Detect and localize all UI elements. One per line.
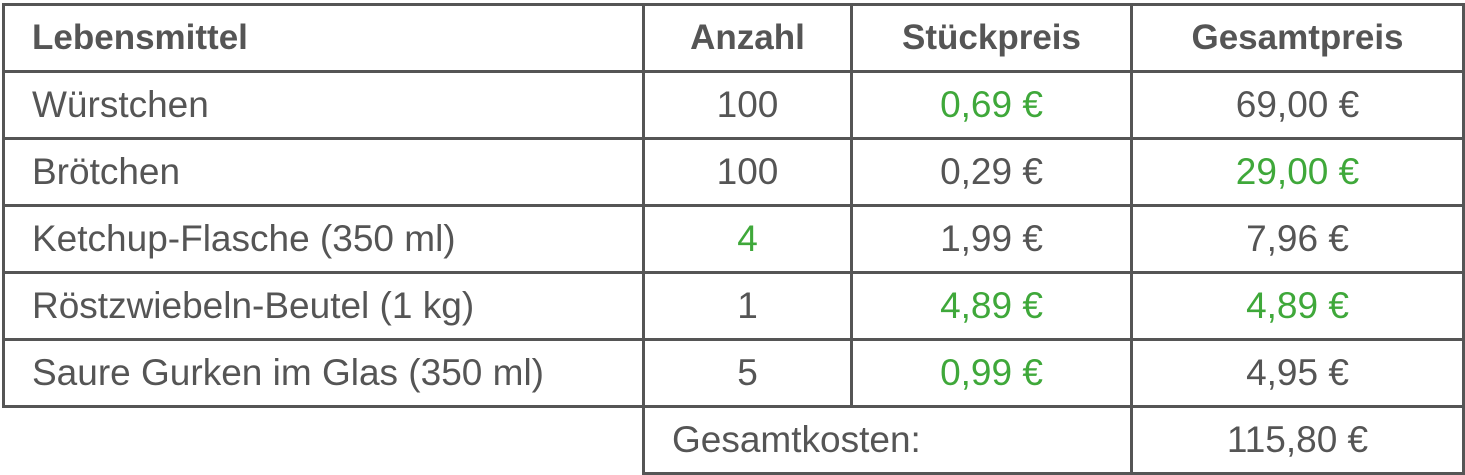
table-cell: 4,89 €	[850, 271, 1133, 341]
table-row: Röstzwiebeln-Beutel (1 kg) 1 4,89 €4,89 €	[2, 271, 1465, 341]
table-cell: 100	[642, 70, 853, 140]
header-cell: Gesamtpreis	[1130, 3, 1465, 73]
table-cell: Ketchup-Flasche (350 ml)	[2, 204, 645, 274]
table-cell: 5	[642, 338, 853, 408]
table-cell: 4,95 €	[1130, 338, 1465, 408]
table-cell: 100	[642, 137, 853, 207]
table-row: Brötchen 100 0,29 €29,00 €	[2, 137, 1465, 207]
price-table: Lebensmittel Anzahl Stückpreis Gesamtpreis …	[2, 3, 1465, 475]
header-cell: Lebensmittel	[2, 3, 645, 73]
table-row: Saure Gurken im Glas (350 ml) 5 0,99 €4,95…	[2, 338, 1465, 408]
table-cell: 4	[642, 204, 853, 274]
table-cell: 0,69 €	[850, 70, 1133, 140]
total-row: Gesamtkosten: 115,80 €	[3, 405, 1465, 475]
table-cell: 4,89 €	[1130, 271, 1465, 341]
table-cell: Brötchen	[2, 137, 645, 207]
table-cell: Saure Gurken im Glas (350 ml)	[2, 338, 645, 408]
total-value: 115,80 €	[1130, 405, 1465, 475]
table-cell: Röstzwiebeln-Beutel (1 kg)	[2, 271, 645, 341]
table-body: Würstchen 100 0,69 €69,00 € Brötchen 100 0,29…	[2, 70, 1465, 475]
table-cell: 7,96 €	[1130, 204, 1465, 274]
table-cell: 0,29 €	[850, 137, 1133, 207]
total-label: Gesamtkosten:	[642, 405, 1133, 475]
empty-cell	[3, 405, 645, 474]
table-cell: 29,00 €	[1130, 137, 1465, 207]
header-row: Lebensmittel Anzahl Stückpreis Gesamtpreis	[2, 3, 1465, 73]
header-cell: Anzahl	[642, 3, 853, 73]
table-cell: Würstchen	[2, 70, 645, 140]
table-row: Würstchen 100 0,69 €69,00 €	[2, 70, 1465, 140]
table-cell: 1,99 €	[850, 204, 1133, 274]
table-cell: 0,99 €	[850, 338, 1133, 408]
table-cell: 1	[642, 271, 853, 341]
header-cell: Stückpreis	[850, 3, 1133, 73]
table-row: Ketchup-Flasche (350 ml) 4 1,99 €7,96 €	[2, 204, 1465, 274]
table-cell: 69,00 €	[1130, 70, 1465, 140]
